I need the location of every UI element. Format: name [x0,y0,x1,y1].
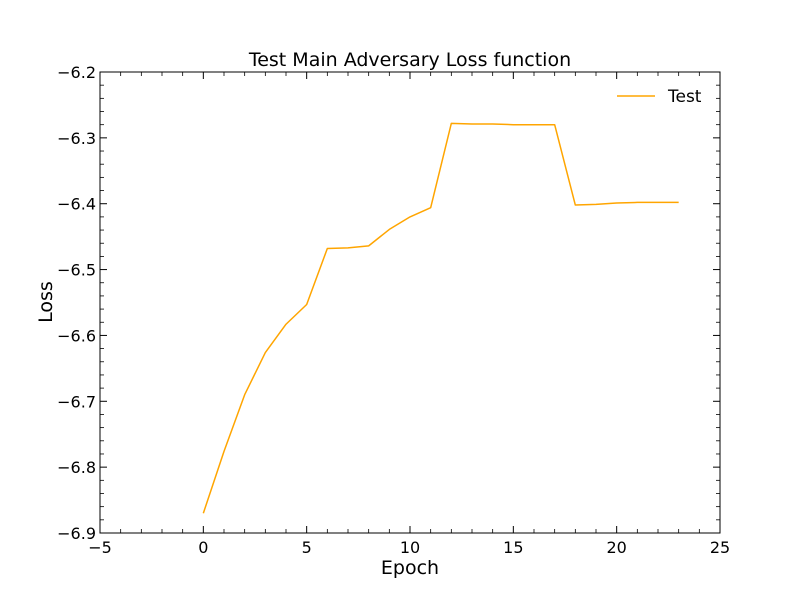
y-tick-label: −6.3 [57,129,96,148]
x-tick-label: 5 [302,538,312,557]
x-axis-label: Epoch [381,557,439,579]
x-tick-label: 25 [710,538,730,557]
y-tick-label: −6.6 [57,326,96,345]
y-tick-label: −6.8 [57,458,96,477]
plot-area: −5 0 5 10 15 20 25 −6.9 −6.8 −6.7 −6.6 −6.5 −6.4 −6.3… [57,63,730,557]
x-tick-label: 10 [400,538,420,557]
x-tick-label: 15 [503,538,523,557]
y-tick-label: −6.9 [57,524,96,543]
x-tick-label: 20 [606,538,626,557]
y-tick-label: −6.5 [57,261,96,280]
legend-label: Test [667,87,702,107]
y-tick-label: −6.2 [57,63,96,82]
x-tick-label: 0 [198,538,208,557]
chart-title: Test Main Adversary Loss function [248,49,571,71]
x-tick-label: −5 [88,538,112,557]
y-tick-label: −6.7 [57,392,96,411]
legend: Test [617,87,702,107]
y-tick-label: −6.4 [57,195,96,214]
y-axis-label: Loss [35,281,57,323]
series-line-0 [202,122,679,514]
